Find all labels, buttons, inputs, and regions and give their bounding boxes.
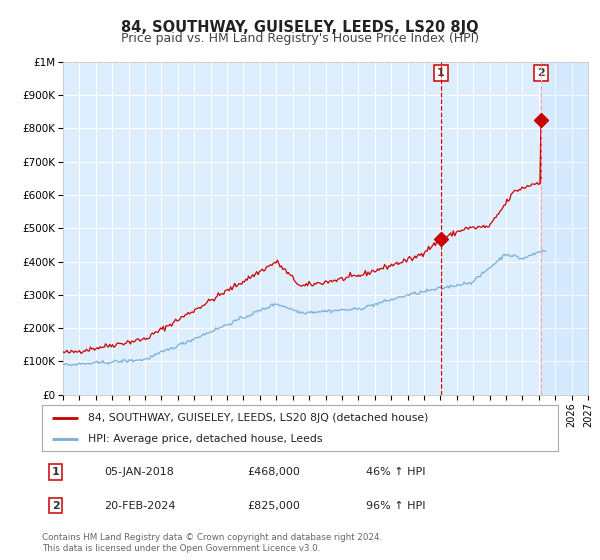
Text: 84, SOUTHWAY, GUISELEY, LEEDS, LS20 8JQ: 84, SOUTHWAY, GUISELEY, LEEDS, LS20 8JQ xyxy=(121,20,479,35)
Text: Price paid vs. HM Land Registry's House Price Index (HPI): Price paid vs. HM Land Registry's House … xyxy=(121,32,479,45)
Text: 1: 1 xyxy=(437,68,445,78)
Text: 05-JAN-2018: 05-JAN-2018 xyxy=(104,467,174,477)
Text: 20-FEB-2024: 20-FEB-2024 xyxy=(104,501,176,511)
Bar xyxy=(541,62,588,395)
Text: 2: 2 xyxy=(52,501,59,511)
Text: 96% ↑ HPI: 96% ↑ HPI xyxy=(366,501,425,511)
Text: £825,000: £825,000 xyxy=(247,501,300,511)
Text: 1: 1 xyxy=(52,467,59,477)
Text: 84, SOUTHWAY, GUISELEY, LEEDS, LS20 8JQ (detached house): 84, SOUTHWAY, GUISELEY, LEEDS, LS20 8JQ … xyxy=(88,413,429,423)
Text: 2: 2 xyxy=(537,68,545,78)
Text: Contains HM Land Registry data © Crown copyright and database right 2024.
This d: Contains HM Land Registry data © Crown c… xyxy=(42,533,382,553)
Text: HPI: Average price, detached house, Leeds: HPI: Average price, detached house, Leed… xyxy=(88,435,323,444)
Text: £468,000: £468,000 xyxy=(247,467,300,477)
Text: 46% ↑ HPI: 46% ↑ HPI xyxy=(366,467,425,477)
